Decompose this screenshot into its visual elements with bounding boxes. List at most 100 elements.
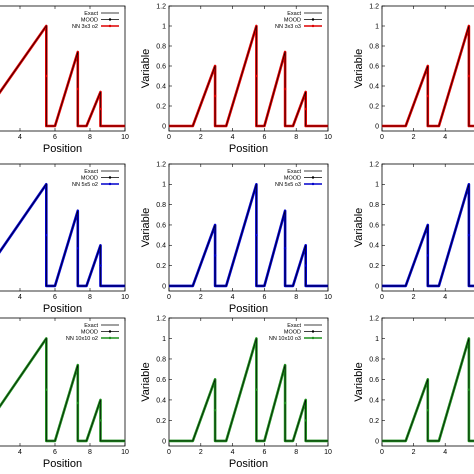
panel-frame [381, 163, 474, 292]
series-line-exact [169, 184, 328, 287]
legend-label: Exact [287, 323, 301, 329]
series-point [304, 107, 307, 111]
legend-label: NN 10x10 o2 [66, 336, 98, 342]
y-tick-label: 0.2 [369, 418, 379, 425]
x-tick-label: 10 [121, 449, 129, 456]
y-tick-label: 0.8 [156, 202, 166, 209]
y-tick-label: 0.6 [369, 222, 379, 229]
y-tick-label: 0.4 [156, 83, 166, 90]
y-axis-label: Variable [353, 208, 365, 248]
series-group [0, 183, 125, 288]
y-tick-label: 1.2 [369, 315, 379, 322]
x-tick-label: 6 [53, 134, 57, 141]
x-tick-label: 2 [199, 294, 203, 301]
x-axis-label: Position [43, 143, 82, 155]
x-tick-label: 6 [262, 294, 266, 301]
y-tick-label: 1.2 [156, 315, 166, 322]
y-tick-label: 1 [162, 23, 166, 30]
x-tick-label: 6 [262, 134, 266, 141]
x-tick-label: 6 [262, 449, 266, 456]
series-point [45, 233, 48, 237]
legend-label: MOOD [81, 18, 98, 24]
series-group [0, 337, 125, 443]
y-tick-label: 1 [162, 336, 166, 343]
x-tick-label: 8 [88, 134, 92, 141]
y-tick-label: 0.6 [369, 63, 379, 70]
panel-r0-c2: 0 2 4 0 0.2 0.4 0.6 0.8 1 1.2 Variable [353, 3, 474, 141]
x-tick-label: 2 [199, 449, 203, 456]
legend-marker [108, 18, 112, 21]
y-tick-label: 1.2 [369, 3, 379, 10]
x-tick-label: 4 [443, 449, 447, 456]
series-point [76, 247, 79, 250]
x-tick-label: 4 [231, 449, 235, 456]
y-tick-label: 0 [375, 283, 379, 290]
y-tick-label: 1 [162, 182, 166, 189]
series-group [169, 24, 328, 128]
y-tick-label: 0.4 [156, 397, 166, 404]
y-tick-label: 0.8 [156, 43, 166, 50]
series-line-exact [169, 25, 328, 127]
series-point [304, 264, 307, 267]
series-group [169, 183, 328, 288]
y-tick-label: 0.2 [156, 263, 166, 270]
series-point [304, 419, 307, 422]
panel-frame [168, 163, 329, 292]
y-tick-label: 1.2 [156, 161, 166, 168]
series-point [426, 408, 430, 412]
series-point [76, 401, 79, 405]
x-tick-label: 0 [380, 449, 384, 456]
x-tick-label: 0 [380, 134, 384, 141]
y-tick-label: 0 [375, 123, 379, 130]
x-tick-label: 0 [380, 294, 384, 301]
series-group [382, 24, 474, 128]
series-group [0, 24, 125, 128]
y-tick-label: 0.4 [369, 243, 379, 250]
legend-label: Exact [287, 169, 301, 175]
x-tick-label: 8 [88, 449, 92, 456]
legend-label: MOOD [81, 330, 98, 336]
legend-marker [108, 176, 112, 179]
series-line-nn [169, 183, 328, 288]
y-axis-label: Variable [140, 362, 152, 402]
series-point [283, 401, 287, 405]
x-tick-label: 6 [53, 294, 57, 301]
panel-r0-c1: 0 2 4 6 8 10 0 0.2 0.4 0.6 0.8 1 1.2 Position Variable… [140, 3, 332, 155]
panel-r1-c1: 0 2 4 6 8 10 0 0.2 0.4 0.6 0.8 1 1.2 Position Variable… [140, 161, 332, 315]
y-tick-label: 0.6 [156, 63, 166, 70]
legend-label: Exact [84, 323, 98, 329]
y-tick-label: 0 [162, 283, 166, 290]
x-tick-label: 8 [88, 294, 92, 301]
panel-frame [168, 317, 329, 447]
legend-marker [108, 24, 112, 28]
legend-marker [108, 182, 112, 186]
series-point [255, 388, 258, 391]
x-tick-label: 2 [199, 134, 203, 141]
x-tick-label: 6 [53, 449, 57, 456]
panel-frame [381, 5, 474, 132]
y-tick-label: 0.6 [369, 377, 379, 384]
legend-label: NN 5x5 o2 [72, 182, 98, 188]
legend-label: MOOD [284, 176, 301, 182]
series-point [213, 408, 217, 412]
legend-label: Exact [287, 11, 301, 17]
legend-label: MOOD [284, 18, 301, 24]
x-tick-label: 0 [167, 134, 171, 141]
y-tick-label: 0 [162, 438, 166, 445]
x-tick-label: 4 [231, 134, 235, 141]
series-point [99, 264, 102, 267]
x-tick-label: 4 [18, 449, 22, 456]
series-line-nn [0, 24, 125, 128]
x-tick-label: 2 [412, 449, 416, 456]
x-tick-label: 8 [294, 134, 298, 141]
x-tick-label: 4 [18, 294, 22, 301]
series-line-exact [0, 25, 125, 127]
x-tick-label: 10 [324, 294, 332, 301]
x-tick-label: 4 [443, 294, 447, 301]
series-line-exact [169, 338, 328, 442]
